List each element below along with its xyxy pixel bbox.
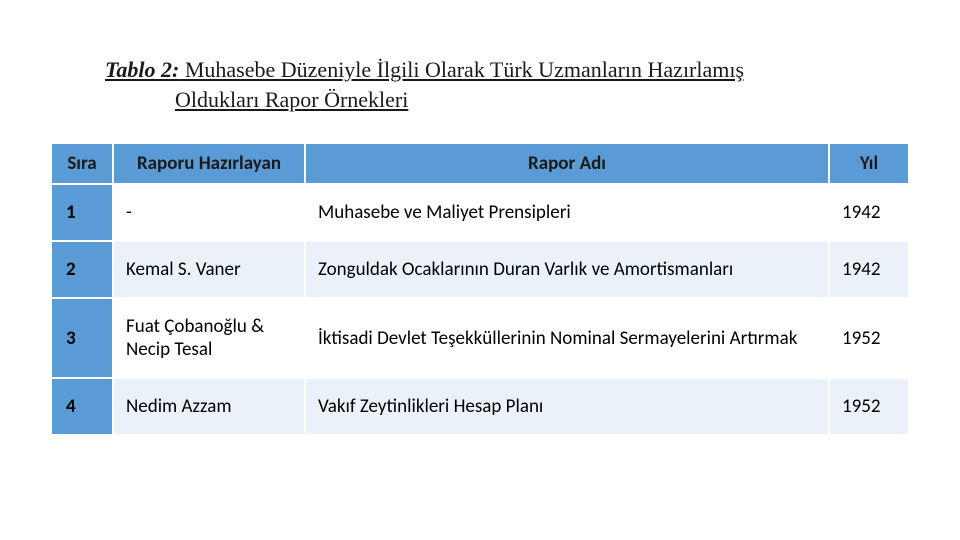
caption-line2: Oldukları Rapor Örnekleri [105, 85, 408, 115]
table-row: 4 Nedim Azzam Vakıf Zeytinlikleri Hesap … [52, 379, 908, 434]
cell-name: Muhasebe ve Maliyet Prensipleri [306, 185, 828, 240]
cell-sira: 4 [52, 379, 112, 434]
col-header-sira: Sıra [52, 144, 112, 183]
table-header-row: Sıra Raporu Hazırlayan Rapor Adı Yıl [52, 144, 908, 183]
col-header-year: Yıl [830, 144, 908, 183]
cell-year: 1942 [830, 185, 908, 240]
table-row: 2 Kemal S. Vaner Zonguldak Ocaklarının D… [52, 242, 908, 297]
cell-name: Vakıf Zeytinlikleri Hesap Planı [306, 379, 828, 434]
table-row: 1 - Muhasebe ve Maliyet Prensipleri 1942 [52, 185, 908, 240]
caption-label: Tablo 2: [105, 57, 179, 82]
cell-name: Zonguldak Ocaklarının Duran Varlık ve Am… [306, 242, 828, 297]
cell-name: İktisadi Devlet Teşekküllerinin Nominal … [306, 299, 828, 377]
cell-year: 1952 [830, 379, 908, 434]
report-table: Sıra Raporu Hazırlayan Rapor Adı Yıl 1 -… [50, 142, 910, 436]
cell-sira: 3 [52, 299, 112, 377]
col-header-name: Rapor Adı [306, 144, 828, 183]
cell-year: 1952 [830, 299, 908, 377]
cell-sira: 1 [52, 185, 112, 240]
cell-author: Kemal S. Vaner [114, 242, 304, 297]
table-caption: Tablo 2: Muhasebe Düzeniyle İlgili Olara… [105, 55, 865, 114]
cell-author: Fuat Çobanoğlu & Necip Tesal [114, 299, 304, 377]
cell-sira: 2 [52, 242, 112, 297]
caption-line1: Muhasebe Düzeniyle İlgili Olarak Türk Uz… [179, 57, 744, 82]
table-row: 3 Fuat Çobanoğlu & Necip Tesal İktisadi … [52, 299, 908, 377]
cell-author: Nedim Azzam [114, 379, 304, 434]
col-header-author: Raporu Hazırlayan [114, 144, 304, 183]
cell-author: - [114, 185, 304, 240]
cell-year: 1942 [830, 242, 908, 297]
